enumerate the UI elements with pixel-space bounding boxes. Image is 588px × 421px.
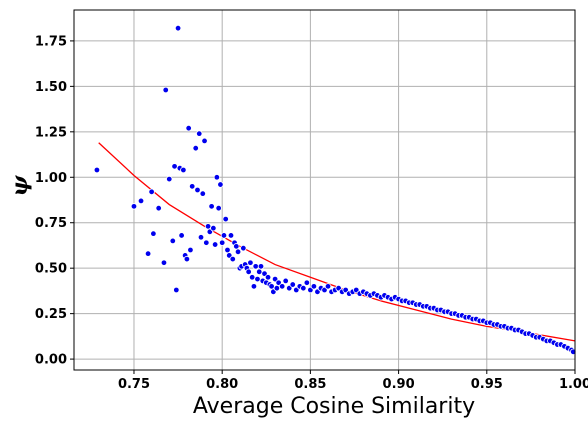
data-point bbox=[204, 223, 212, 230]
data-point bbox=[256, 268, 263, 276]
data-point bbox=[218, 239, 226, 246]
data-point bbox=[192, 144, 199, 152]
data-point bbox=[282, 277, 289, 285]
data-point bbox=[273, 284, 281, 292]
data-point bbox=[194, 186, 201, 194]
data-point bbox=[310, 283, 318, 290]
data-point bbox=[174, 24, 182, 32]
y-axis-title: ψ bbox=[7, 174, 33, 196]
data-point bbox=[148, 188, 155, 196]
data-point bbox=[201, 137, 208, 145]
data-point bbox=[245, 268, 252, 276]
data-point bbox=[224, 246, 231, 254]
data-point bbox=[166, 175, 173, 183]
data-point bbox=[248, 274, 256, 281]
data-point bbox=[160, 259, 168, 266]
data-point bbox=[300, 284, 307, 292]
data-point bbox=[247, 259, 254, 266]
x-tick-layer: 0.75 0.80 0.85 0.90 0.95 1.00 bbox=[118, 370, 588, 392]
data-point bbox=[213, 174, 221, 181]
data-point bbox=[264, 274, 272, 281]
data-point bbox=[210, 224, 217, 232]
y-tick-label: 1.00 bbox=[35, 171, 67, 186]
data-point bbox=[187, 246, 194, 254]
data-point bbox=[229, 255, 236, 263]
data-point bbox=[227, 232, 235, 239]
y-tick-label: 0.00 bbox=[35, 353, 67, 368]
data-point bbox=[197, 234, 205, 241]
data-point bbox=[178, 232, 185, 239]
data-point bbox=[222, 215, 229, 223]
data-point bbox=[199, 190, 206, 197]
data-point bbox=[252, 263, 259, 270]
x-tick-label: 0.85 bbox=[294, 377, 326, 392]
y-tick-label: 1.25 bbox=[35, 125, 67, 140]
x-axis-title: Average Cosine Similarity bbox=[193, 394, 475, 419]
data-point bbox=[169, 237, 176, 245]
data-point bbox=[234, 248, 242, 256]
data-point bbox=[173, 286, 180, 294]
x-tick-label: 0.80 bbox=[206, 377, 238, 392]
data-point bbox=[130, 203, 138, 210]
data-point bbox=[240, 244, 247, 252]
data-point bbox=[93, 166, 101, 174]
data-point bbox=[144, 250, 152, 257]
data-point bbox=[233, 243, 240, 250]
data-point bbox=[180, 166, 187, 174]
data-point bbox=[217, 181, 224, 188]
data-point bbox=[185, 124, 192, 132]
x-tick-label: 0.95 bbox=[471, 377, 503, 392]
data-point bbox=[215, 204, 222, 212]
data-point bbox=[137, 197, 145, 205]
data-point bbox=[171, 163, 178, 170]
plot-frame bbox=[73, 9, 576, 371]
data-point bbox=[208, 203, 215, 210]
x-tick-label: 1.00 bbox=[559, 377, 588, 392]
data-point bbox=[183, 255, 191, 263]
y-tick-label: 0.25 bbox=[35, 307, 67, 322]
data-point bbox=[188, 183, 196, 190]
y-tick-label: 0.50 bbox=[35, 262, 67, 277]
data-point bbox=[150, 230, 157, 237]
x-tick-label: 0.90 bbox=[383, 377, 415, 392]
data-point bbox=[162, 86, 169, 94]
data-points bbox=[93, 24, 577, 356]
y-tick-label: 0.75 bbox=[35, 216, 67, 231]
data-point bbox=[324, 283, 332, 290]
data-point bbox=[196, 130, 203, 137]
data-point bbox=[220, 232, 228, 239]
data-point bbox=[268, 283, 275, 290]
data-point bbox=[289, 281, 296, 288]
data-point bbox=[254, 275, 261, 283]
data-point bbox=[211, 241, 219, 248]
data-point bbox=[257, 263, 265, 270]
data-point bbox=[155, 204, 162, 212]
y-tick-label: 1.75 bbox=[35, 34, 67, 49]
x-tick-label: 0.75 bbox=[118, 377, 150, 392]
y-tick-layer: 0.00 0.25 0.50 0.75 1.00 1.25 1.50 1.75 bbox=[35, 34, 74, 368]
data-point bbox=[203, 239, 210, 246]
data-point bbox=[303, 279, 311, 286]
data-point bbox=[278, 283, 286, 290]
data-point bbox=[250, 283, 258, 290]
y-tick-label: 1.50 bbox=[35, 80, 67, 95]
